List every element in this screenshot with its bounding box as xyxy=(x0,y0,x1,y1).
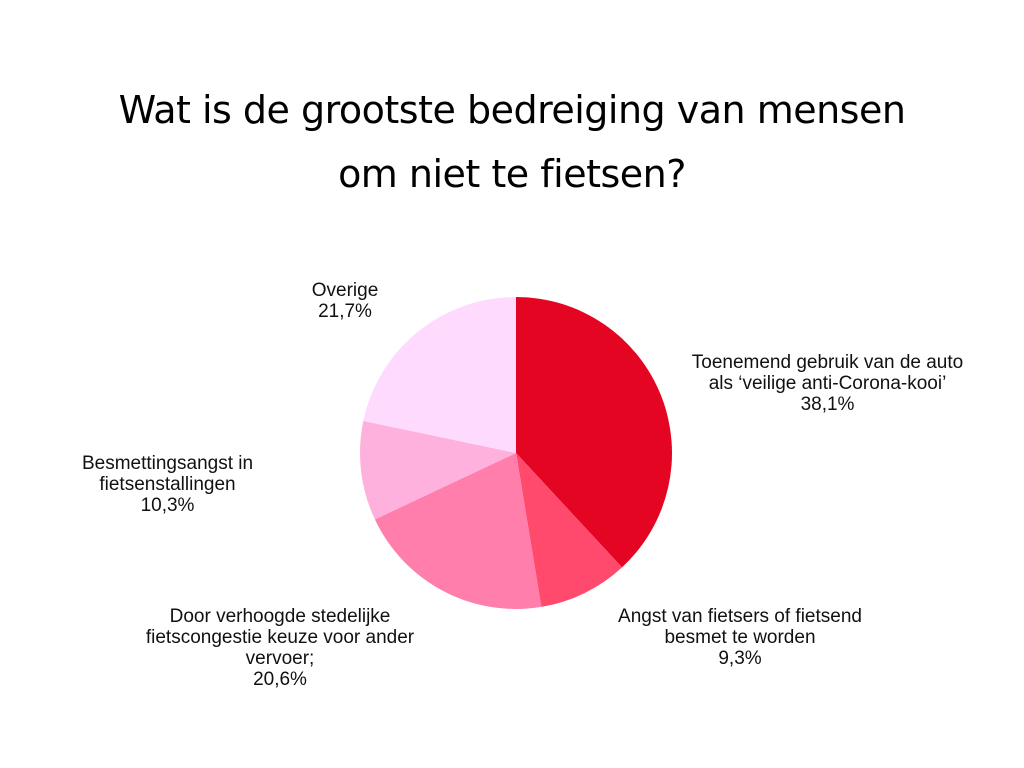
pct-value: 9,3% xyxy=(718,648,762,669)
label-besmettingsangst-fietsenstallingen: Besmettingsangst in fietsenstallingen 10… xyxy=(55,453,280,516)
label-overige: Overige 21,7% xyxy=(290,280,400,322)
chart-title-line-2: om niet te fietsen? xyxy=(338,152,686,196)
pct-value: 21,7% xyxy=(318,301,372,322)
pct-value: 38,1% xyxy=(800,394,855,415)
pie-slice-fietscongestie xyxy=(374,453,542,609)
label-fietscongestie: Door verhoogde stedelijke fietscongestie… xyxy=(115,606,445,690)
pie-slice-angst-fietsers xyxy=(516,453,623,607)
pie-slice-fietsenstallingen xyxy=(360,420,516,520)
chart-title-line-1: Wat is de grootste bedreiging van mensen xyxy=(118,88,906,132)
chart-title: Wat is de grootste bedreiging van mensen… xyxy=(0,78,1024,206)
label-auto-anti-corona-kooi: Toenemend gebruik van de auto als ‘veili… xyxy=(660,352,995,415)
pct-value: 10,3% xyxy=(140,495,195,516)
label-angst-besmetting-fietsers: Angst van fietsers of fietsend besmet te… xyxy=(585,606,895,669)
pie-slice-overige xyxy=(363,297,516,453)
pie-slice-auto xyxy=(516,297,672,568)
pct-value: 20,6% xyxy=(253,669,307,690)
